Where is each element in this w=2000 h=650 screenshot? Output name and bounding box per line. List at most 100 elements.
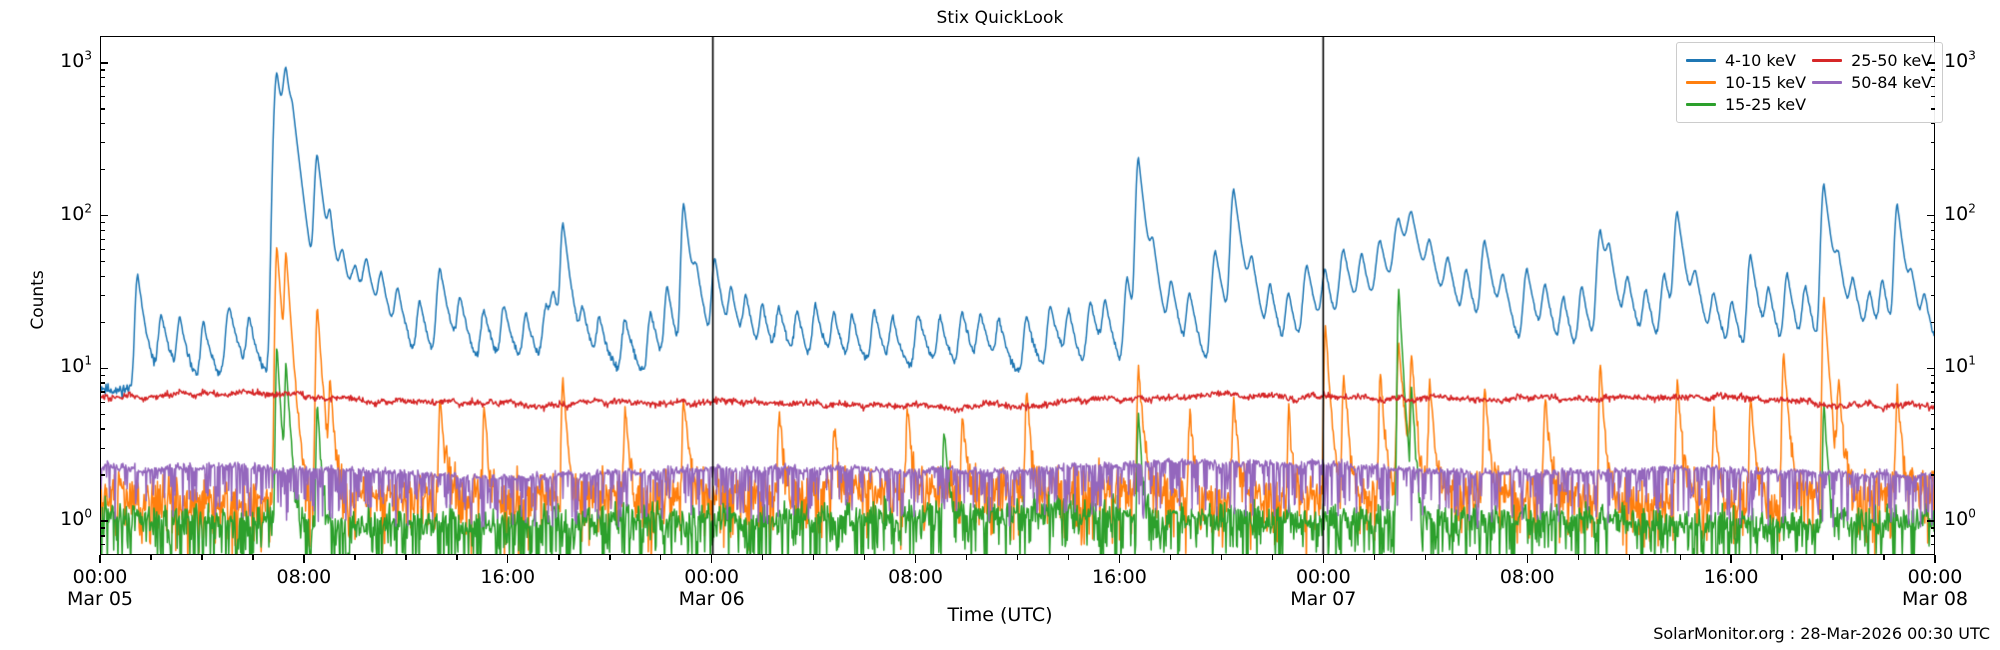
x-tick-time: 08:00 [276,566,332,588]
x-tick-date: Mar 07 [1290,588,1357,610]
legend-item-4-10-kev[interactable]: 4-10 keV [1686,50,1806,71]
x-tick-minor [863,555,866,560]
x-tick-label: 00:00 Mar 07 [1233,566,1413,610]
legend-swatch-50-84-kev [1812,81,1843,84]
x-tick-minor [1016,555,1019,560]
watermark-text: SolarMonitor.org : 28-Mar-2026 00:30 UTC [1653,624,1990,643]
x-tick-minor [609,555,611,560]
x-tick-minor [1424,555,1427,560]
y-tick-minor [1930,248,1935,251]
x-tick-label: 16:00 [418,566,598,588]
y-tick-major-left [100,520,108,522]
y-tick-major-right [1927,367,1935,370]
legend-swatch-15-25-kev [1686,103,1716,106]
y-tick-minor [1930,294,1935,297]
x-tick-minor [1067,555,1070,560]
x-tick-minor [1169,555,1172,560]
x-tick-minor [252,555,254,560]
y-tick-minor [1930,535,1935,537]
y-tick-minor [100,474,105,476]
y-tick-minor [100,85,105,88]
x-tick-date: Mar 06 [678,588,745,610]
y-tick-minor [1930,428,1935,430]
x-tick [914,555,917,563]
y-tick-major-left [100,367,108,370]
legend-swatch-4-10-kev [1686,59,1716,62]
x-tick-minor [456,555,458,560]
y-tick-minor [1930,401,1935,403]
legend-swatch-10-15-kev [1686,81,1716,84]
x-tick [1730,555,1732,563]
y-tick-minor [100,401,105,403]
x-tick [1322,555,1325,563]
y-tick-minor [1930,85,1935,88]
x-tick-minor [201,555,203,560]
y-tick-minor [100,382,105,384]
x-tick-label: 08:00 [214,566,394,588]
y-tick-label: 103 [1944,48,1976,72]
x-tick [1118,555,1121,563]
y-tick-minor [1930,321,1935,324]
y-tick-minor [1930,238,1935,240]
legend-column-2: 25-50 keV 50-84 keV [1812,50,1932,115]
legend-label-10-15-kev: 10-15 keV [1725,72,1807,92]
x-tick-time: 08:00 [888,566,943,588]
legend-label-4-10-kev: 4-10 keV [1725,50,1796,70]
y-tick-minor [1930,275,1935,278]
x-tick-label: 16:00 [1029,566,1209,588]
y-tick-minor [100,168,105,171]
x-tick-date: Mar 08 [1901,588,1969,610]
y-tick-label: 101 [1944,354,1976,378]
y-tick-minor [100,229,105,232]
y-tick-minor [100,260,105,263]
y-tick-minor [100,108,105,110]
x-tick-minor [1883,555,1885,560]
y-tick-minor [1930,447,1935,449]
x-tick-time: 00:00 [684,566,740,588]
plot-area [100,36,1935,555]
legend-item-50-84-kev[interactable]: 50-84 keV [1812,72,1932,93]
legend-item-15-25-kev[interactable]: 15-25 keV [1686,94,1806,115]
x-tick [303,555,305,563]
legend-item-25-50-kev[interactable]: 25-50 keV [1812,50,1932,71]
legend-item-10-15-kev[interactable]: 10-15 keV [1686,72,1806,93]
y-tick-major-right [1927,214,1935,217]
x-tick-minor [1679,555,1681,560]
legend-label-50-84-kev: 50-84 keV [1851,72,1933,92]
y-tick-minor [100,391,105,393]
y-tick-minor [100,374,105,377]
x-tick-minor [150,555,152,560]
y-tick-minor [100,221,105,224]
y-tick-minor [1930,229,1935,232]
y-tick-minor [100,248,105,251]
x-tick-minor [1781,555,1783,560]
y-tick-label: 102 [1944,201,1976,225]
y-tick-minor [100,447,105,449]
y-tick-minor [100,535,105,537]
x-tick-label: 08:00 [826,566,1006,588]
legend-column-1: 4-10 keV 10-15 keV 15-25 keV [1686,50,1806,115]
y-tick-label: 103 [60,48,92,72]
x-tick-time: 00:00 [1295,566,1351,588]
y-tick-minor [1930,260,1935,263]
x-tick-minor [558,555,560,560]
x-tick-minor [1832,555,1834,560]
y-tick-minor [100,413,105,416]
y-tick-minor [1930,69,1935,71]
y-tick-minor [1930,374,1935,377]
x-tick-minor [1220,555,1223,560]
y-tick-major-left [100,62,108,64]
legend-label-15-25-kev: 15-25 keV [1725,94,1807,114]
y-tick-minor [1930,142,1935,144]
y-tick-minor [1930,527,1935,529]
x-tick-label: 08:00 [1437,566,1617,588]
x-tick [710,555,713,563]
y-tick-minor [100,76,105,79]
x-tick [99,555,101,563]
x-tick-time: 16:00 [1703,566,1759,588]
x-tick-minor [405,555,407,560]
x-tick-minor [1577,555,1579,560]
y-tick-major-left [100,214,108,217]
y-tick-minor [1930,108,1935,110]
